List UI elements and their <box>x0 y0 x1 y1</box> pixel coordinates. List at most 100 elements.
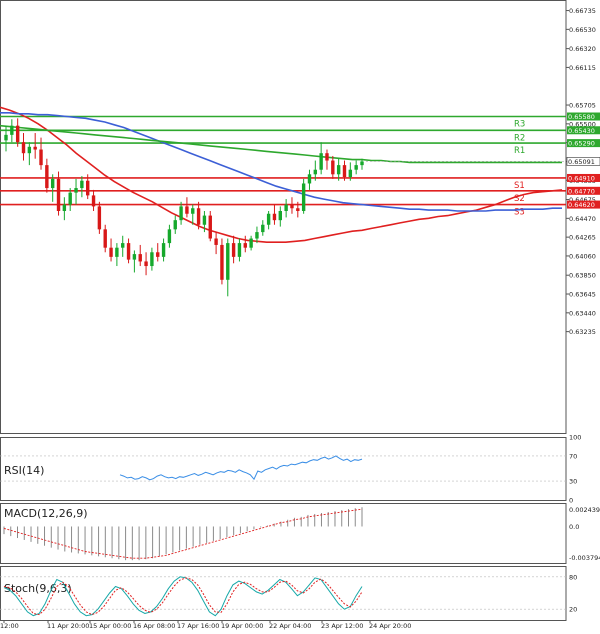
candle-body <box>45 165 49 189</box>
candle-body <box>115 247 119 257</box>
stoch-panel: 80 20 Stoch(9,6,3) <box>0 573 577 617</box>
level-name-s1: S1 <box>514 181 525 191</box>
stoch-frame <box>0 566 567 621</box>
level-price-box <box>567 173 600 182</box>
candle-body <box>56 178 61 211</box>
level-name-s2: S2 <box>514 194 525 204</box>
level-price-label-s1: 0.64910 <box>568 174 595 182</box>
candle-body <box>196 208 201 225</box>
candle-body <box>214 238 218 245</box>
time-tick-label: 16 Apr 08:00 <box>133 622 175 630</box>
current-price-box <box>566 157 600 166</box>
price-tick-label: 0.66530 <box>569 26 596 34</box>
rsi-panel: 100 70 30 0 RSI(14) <box>0 434 581 505</box>
rsi-tick-label: 100 <box>569 434 581 442</box>
stoch-main-line <box>3 576 363 617</box>
candle-body <box>185 206 189 214</box>
level-price-label-r2: 0.65430 <box>568 127 595 135</box>
candle-body <box>15 125 20 143</box>
time-tick-label: 24 Apr 20:00 <box>369 622 411 630</box>
candle-body <box>126 243 131 260</box>
candle-body <box>173 220 177 230</box>
moving-average-line-1 <box>0 106 563 243</box>
price-tick-label: 0.63235 <box>569 328 596 336</box>
candle-body <box>348 169 353 178</box>
candle-body <box>62 204 67 211</box>
time-tick-label: 11 Apr 20:00 <box>47 622 89 630</box>
candle-body <box>237 243 242 257</box>
candle-body <box>360 161 364 166</box>
candle-body <box>91 195 96 207</box>
candle-body <box>10 125 14 135</box>
candle-body <box>191 208 195 214</box>
level-price-label-s2: 0.64770 <box>568 187 595 195</box>
candle-body <box>86 180 90 196</box>
stoch-signal-line <box>3 577 363 616</box>
macd-panel: 0.002439 0.0 -0.003794 MACD(12,26,9) <box>3 506 600 562</box>
candle-body <box>21 142 26 154</box>
candle-body <box>103 229 107 248</box>
time-tick-label: 19 Apr 00:00 <box>221 622 263 630</box>
time-tick-label: 12:00 <box>0 622 19 630</box>
level-price-box <box>567 126 600 135</box>
level-name-r3: R3 <box>514 120 525 130</box>
stoch-title: Stoch(9,6,3) <box>4 582 72 595</box>
current-price-label: 0.65091 <box>568 158 595 166</box>
level-price-box <box>567 112 600 121</box>
candle-body <box>249 238 253 248</box>
candle-body <box>336 165 341 175</box>
moving-average-line-3 <box>0 124 562 164</box>
level-name-r2: R2 <box>514 133 525 143</box>
candle-body <box>156 252 160 257</box>
level-price-box <box>567 200 600 209</box>
macd-title: MACD(12,26,9) <box>4 507 88 520</box>
price-tick-label: 0.66320 <box>569 45 596 53</box>
candle-body <box>255 232 259 239</box>
price-tick-label: 0.63850 <box>569 272 596 280</box>
candle-body <box>342 165 347 178</box>
rsi-frame <box>0 437 567 501</box>
rsi-tick-label: 30 <box>569 478 577 486</box>
price-tick-label: 0.63440 <box>569 309 596 317</box>
candle-body <box>97 206 102 230</box>
level-price-label-r1: 0.65290 <box>568 140 595 148</box>
candle-body <box>208 215 212 239</box>
candle-body <box>202 215 207 225</box>
level-name-s3: S3 <box>514 208 525 218</box>
candle-body <box>80 180 84 189</box>
level-name-r1: R1 <box>514 146 525 156</box>
rsi-tick-label: 70 <box>569 452 577 460</box>
candle-body <box>4 134 8 141</box>
candle-body <box>325 153 329 161</box>
candle-body <box>331 160 335 175</box>
price-tick-label: 0.64470 <box>569 215 596 223</box>
candle-body <box>138 254 142 262</box>
price-tick-label: 0.65705 <box>569 102 596 110</box>
price-tick-label: 0.66735 <box>569 7 596 15</box>
candle-body <box>179 206 183 221</box>
rsi-tick-label: 0 <box>569 497 573 505</box>
macd-tick-label: 0.0 <box>569 523 579 531</box>
price-tick-label: 0.64265 <box>569 234 596 242</box>
candle-body <box>161 243 166 257</box>
macd-signal-line <box>3 508 363 559</box>
candle-body <box>33 146 37 150</box>
candle-body <box>74 188 78 193</box>
level-price-box <box>567 186 600 195</box>
time-tick-label: 17 Apr 16:00 <box>177 622 219 630</box>
price-tick-label: 0.66115 <box>569 64 596 72</box>
macd-frame <box>0 503 567 564</box>
candle-body <box>272 213 277 221</box>
level-price-label-r3: 0.65580 <box>568 113 595 121</box>
candle-body <box>220 244 224 280</box>
candle-body <box>68 192 72 205</box>
candle-body <box>27 146 32 154</box>
time-tick-label: 23 Apr 12:00 <box>321 622 363 630</box>
level-price-box <box>567 139 600 148</box>
candle-body <box>144 261 148 267</box>
candle-body <box>243 243 247 248</box>
candle-body <box>307 174 312 184</box>
rsi-title: RSI(14) <box>4 464 44 477</box>
